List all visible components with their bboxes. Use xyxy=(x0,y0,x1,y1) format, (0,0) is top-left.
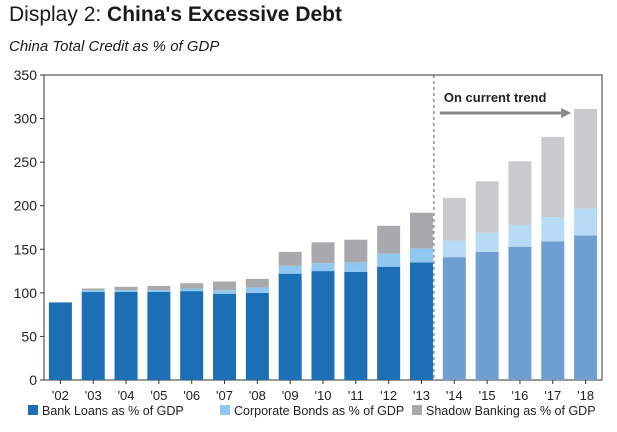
shadow-banking-bar xyxy=(245,278,269,288)
title-main: China's Excessive Debt xyxy=(107,3,342,26)
corporate-bonds-bar xyxy=(475,232,499,252)
x-tick-label: '16 xyxy=(511,388,528,403)
y-tick-label: 150 xyxy=(14,241,38,257)
x-tick-label: '09 xyxy=(282,388,299,403)
shadow-banking-bar xyxy=(377,225,401,254)
bank-loans-bar xyxy=(81,291,105,380)
bank-loans-bar xyxy=(541,241,565,380)
x-tick-label: '03 xyxy=(85,388,102,403)
shadow-banking-bar xyxy=(541,136,565,218)
x-tick-label: '04 xyxy=(118,388,135,403)
shadow-banking-bar xyxy=(311,242,335,264)
corporate-bonds-bar xyxy=(377,253,401,267)
corporate-bonds-bar xyxy=(409,248,433,263)
shadow-banking-bar xyxy=(475,181,499,233)
y-tick-label: 250 xyxy=(14,154,38,170)
corporate-bonds-bar xyxy=(213,290,237,294)
corporate-bonds-bar xyxy=(147,290,171,292)
legend-bank-loans-swatch xyxy=(28,405,38,415)
bank-loans-bar xyxy=(377,266,401,380)
bank-loans-bar xyxy=(213,293,237,380)
bank-loans-bar xyxy=(574,235,598,380)
x-tick-label: '18 xyxy=(577,388,594,403)
bank-loans-bar xyxy=(278,273,302,380)
corporate-bonds-bar xyxy=(574,208,598,236)
bank-loans-bar xyxy=(508,246,532,380)
corporate-bonds-bar xyxy=(508,224,532,247)
x-tick-label: '02 xyxy=(52,388,69,403)
shadow-banking-bar xyxy=(574,108,598,209)
legend-shadow-banking-swatch xyxy=(412,405,422,415)
corporate-bonds-bar xyxy=(180,288,204,292)
corporate-bonds-bar xyxy=(541,217,565,242)
corporate-bonds-bar xyxy=(81,290,105,292)
x-tick-label: '11 xyxy=(348,388,364,403)
bank-loans-bar xyxy=(475,251,499,380)
y-tick-label: 300 xyxy=(14,111,38,127)
bank-loans-bar xyxy=(147,291,171,380)
bank-loans-bar xyxy=(245,292,269,380)
corporate-bonds-bar xyxy=(114,290,138,292)
projection-label: On current trend xyxy=(444,90,547,105)
shadow-banking-bar xyxy=(409,212,433,249)
shadow-banking-bar xyxy=(278,251,302,266)
corporate-bonds-bar xyxy=(442,240,466,258)
corporate-bonds-bar xyxy=(278,265,302,274)
corporate-bonds-bar xyxy=(245,287,269,293)
shadow-banking-bar xyxy=(213,281,237,291)
x-tick-label: '06 xyxy=(183,388,200,403)
bank-loans-bar xyxy=(180,291,204,380)
chart-subtitle: China Total Credit as % of GDP xyxy=(9,38,220,55)
x-tick-label: '05 xyxy=(150,388,167,403)
bank-loans-bar xyxy=(48,302,72,380)
bank-loans-bar xyxy=(114,291,138,380)
y-tick-label: 50 xyxy=(21,328,37,344)
shadow-banking-bar xyxy=(114,286,138,291)
bank-loans-bar xyxy=(442,257,466,380)
bank-loans-bar xyxy=(409,262,433,380)
y-tick-label: 200 xyxy=(14,198,38,214)
x-tick-label: '10 xyxy=(315,388,332,403)
shadow-banking-bar xyxy=(180,283,204,289)
bank-loans-bar xyxy=(311,271,335,380)
title-prefix: Display 2: xyxy=(9,3,108,26)
legend-shadow-banking-label: Shadow Banking as % of GDP xyxy=(426,404,596,418)
chart-title: Display 2: China's Excessive Debt xyxy=(9,3,342,27)
shadow-banking-bar xyxy=(442,197,466,241)
corporate-bonds-bar xyxy=(311,263,335,272)
x-tick-label: '14 xyxy=(446,388,463,403)
legend-corporate-bonds-swatch xyxy=(220,405,230,415)
legend-bank-loans-label: Bank Loans as % of GDP xyxy=(42,404,184,418)
shadow-banking-bar xyxy=(81,288,105,291)
y-tick-label: 350 xyxy=(14,67,38,83)
x-tick-label: '15 xyxy=(479,388,496,403)
x-tick-label: '07 xyxy=(216,388,233,403)
x-tick-label: '08 xyxy=(249,388,266,403)
x-tick-label: '12 xyxy=(380,388,397,403)
projection-arrowhead xyxy=(561,108,572,118)
legend-corporate-bonds-label: Corporate Bonds as % of GDP xyxy=(234,404,404,418)
x-tick-label: '13 xyxy=(413,388,430,403)
corporate-bonds-bar xyxy=(344,262,368,272)
shadow-banking-bar xyxy=(147,285,171,291)
y-tick-label: 100 xyxy=(14,285,38,301)
x-tick-label: '17 xyxy=(544,388,561,403)
shadow-banking-bar xyxy=(508,161,532,225)
y-tick-label: 0 xyxy=(29,372,37,388)
bank-loans-bar xyxy=(344,271,368,380)
shadow-banking-bar xyxy=(344,239,368,263)
